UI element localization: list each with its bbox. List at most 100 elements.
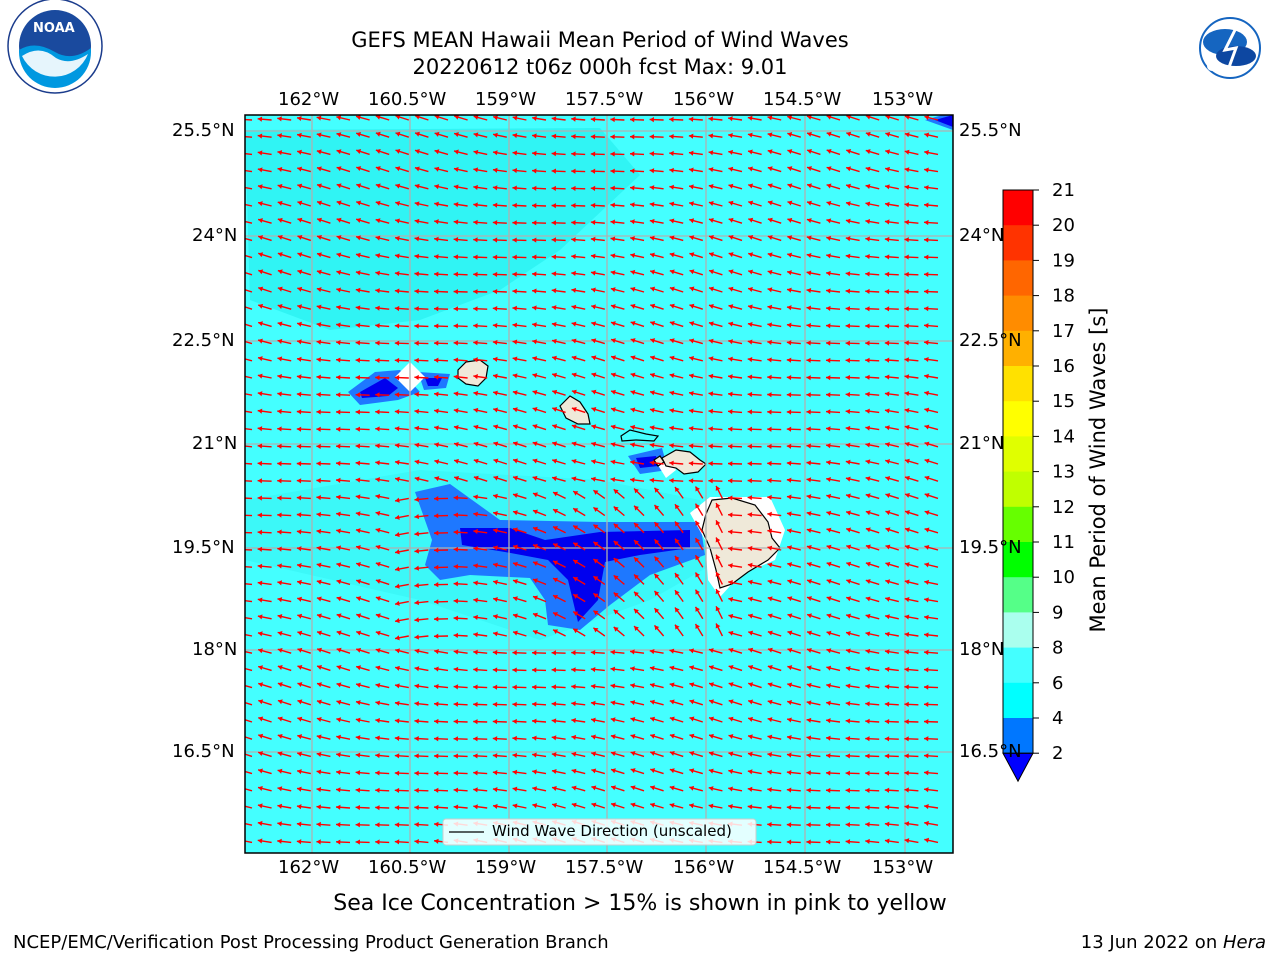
wave-direction-arrow	[473, 719, 488, 725]
wave-direction-arrow	[394, 532, 409, 538]
wave-direction-arrow	[296, 839, 311, 845]
wave-direction-arrow	[708, 269, 723, 276]
wave-direction-arrow	[257, 820, 272, 826]
map-legend	[442, 818, 757, 846]
wave-direction-arrow	[591, 785, 606, 792]
lat-tick-right: 18°N	[959, 639, 1005, 660]
wave-direction-arrow	[708, 338, 723, 345]
noaa-logo-text: NOAA	[33, 21, 75, 36]
wave-direction-arrow	[630, 666, 645, 672]
wave-direction-arrow	[531, 168, 547, 174]
wave-direction-arrow	[355, 131, 370, 138]
wave-direction-arrow	[747, 495, 762, 501]
wave-direction-arrow	[355, 770, 370, 776]
wave-direction-arrow	[434, 649, 449, 655]
wave-direction-arrow	[492, 545, 507, 551]
wave-direction-arrow	[924, 441, 939, 448]
wave-direction-arrow	[885, 579, 899, 586]
wave-direction-arrow	[296, 478, 311, 484]
wave-direction-arrow	[512, 735, 527, 742]
wave-direction-arrow	[630, 442, 645, 448]
wave-direction-arrow	[335, 443, 351, 449]
wave-direction-arrow	[433, 306, 449, 312]
wave-direction-arrow	[610, 717, 625, 723]
wave-direction-arrow	[826, 544, 841, 551]
wave-direction-arrow	[674, 503, 684, 517]
wave-direction-arrow	[473, 632, 488, 638]
wave-direction-arrow	[355, 787, 370, 793]
wave-direction-arrow	[904, 254, 919, 260]
wave-direction-arrow	[924, 185, 939, 191]
lon-tick-bottom: 157.5°W	[565, 857, 644, 878]
wave-direction-arrow	[610, 355, 625, 362]
wave-direction-arrow	[375, 460, 390, 466]
wave-direction-arrow	[473, 149, 488, 156]
wave-direction-arrow	[669, 460, 684, 466]
lat-tick-left: 25.5°N	[172, 120, 235, 141]
wave-direction-arrow	[492, 770, 507, 776]
wave-direction-arrow	[277, 461, 292, 467]
wave-direction-arrow	[904, 544, 919, 551]
wave-direction-arrow	[473, 424, 488, 431]
wave-direction-arrow	[629, 117, 645, 123]
wave-direction-arrow	[316, 786, 331, 793]
wave-direction-arrow	[688, 443, 703, 449]
lat-tick-left: 24°N	[192, 225, 238, 246]
wave-direction-arrow	[669, 733, 684, 740]
wave-direction-arrow	[884, 821, 899, 827]
wave-direction-arrow	[375, 648, 390, 654]
wave-direction-arrow	[806, 579, 821, 586]
wave-direction-arrow	[590, 666, 605, 673]
wave-direction-arrow	[885, 510, 900, 517]
wave-direction-arrow	[845, 271, 860, 277]
wave-direction-arrow	[806, 770, 821, 776]
wave-direction-arrow	[296, 804, 311, 810]
wave-direction-arrow	[473, 340, 488, 346]
wave-direction-arrow	[297, 596, 311, 603]
wave-direction-arrow	[336, 200, 351, 207]
wave-direction-arrow	[336, 149, 351, 156]
wave-direction-arrow	[571, 321, 586, 328]
wave-direction-arrow	[572, 559, 586, 568]
wave-direction-arrow	[694, 623, 704, 637]
wave-direction-arrow	[512, 596, 527, 603]
wave-direction-arrow	[826, 700, 841, 706]
wave-direction-arrow	[904, 441, 919, 448]
wave-direction-arrow	[924, 340, 939, 346]
wave-direction-arrow	[257, 580, 272, 586]
wave-direction-arrow	[694, 537, 704, 551]
wave-direction-arrow	[806, 235, 821, 242]
wave-direction-arrow	[904, 132, 919, 138]
wave-direction-arrow	[865, 683, 880, 689]
wave-direction-arrow	[924, 373, 939, 379]
colorbar-segment	[1003, 718, 1033, 754]
wave-direction-arrow	[630, 320, 645, 328]
wave-direction-arrow	[277, 529, 292, 535]
wave-direction-arrow	[492, 306, 507, 312]
wave-direction-arrow	[826, 561, 841, 568]
wave-direction-arrow	[825, 409, 841, 415]
wave-direction-arrow	[512, 237, 527, 243]
wave-direction-arrow	[297, 166, 311, 173]
wave-direction-arrow	[747, 545, 762, 552]
wave-direction-arrow	[845, 839, 860, 845]
wave-direction-arrow	[593, 489, 606, 499]
wave-direction-arrow	[356, 579, 370, 586]
wave-direction-arrow	[531, 203, 547, 209]
wave-direction-arrow	[551, 355, 566, 362]
wave-direction-arrow	[473, 184, 488, 190]
wave-direction-arrow	[630, 424, 645, 431]
colorbar-segment	[1003, 577, 1033, 613]
wave-direction-arrow	[296, 321, 311, 328]
wave-direction-arrow	[885, 166, 899, 173]
wave-direction-arrow	[650, 286, 664, 293]
wave-direction-arrow	[394, 357, 409, 364]
wave-direction-arrow	[532, 475, 547, 482]
colorbar-tick-label: 9	[1052, 602, 1063, 623]
wave-direction-arrow	[865, 579, 880, 586]
lon-tick-top: 159°W	[475, 89, 537, 110]
wave-direction-arrow	[630, 700, 645, 706]
wave-direction-arrow	[728, 786, 743, 792]
colorbar-segment	[1003, 260, 1033, 297]
wave-direction-arrow	[571, 424, 586, 431]
